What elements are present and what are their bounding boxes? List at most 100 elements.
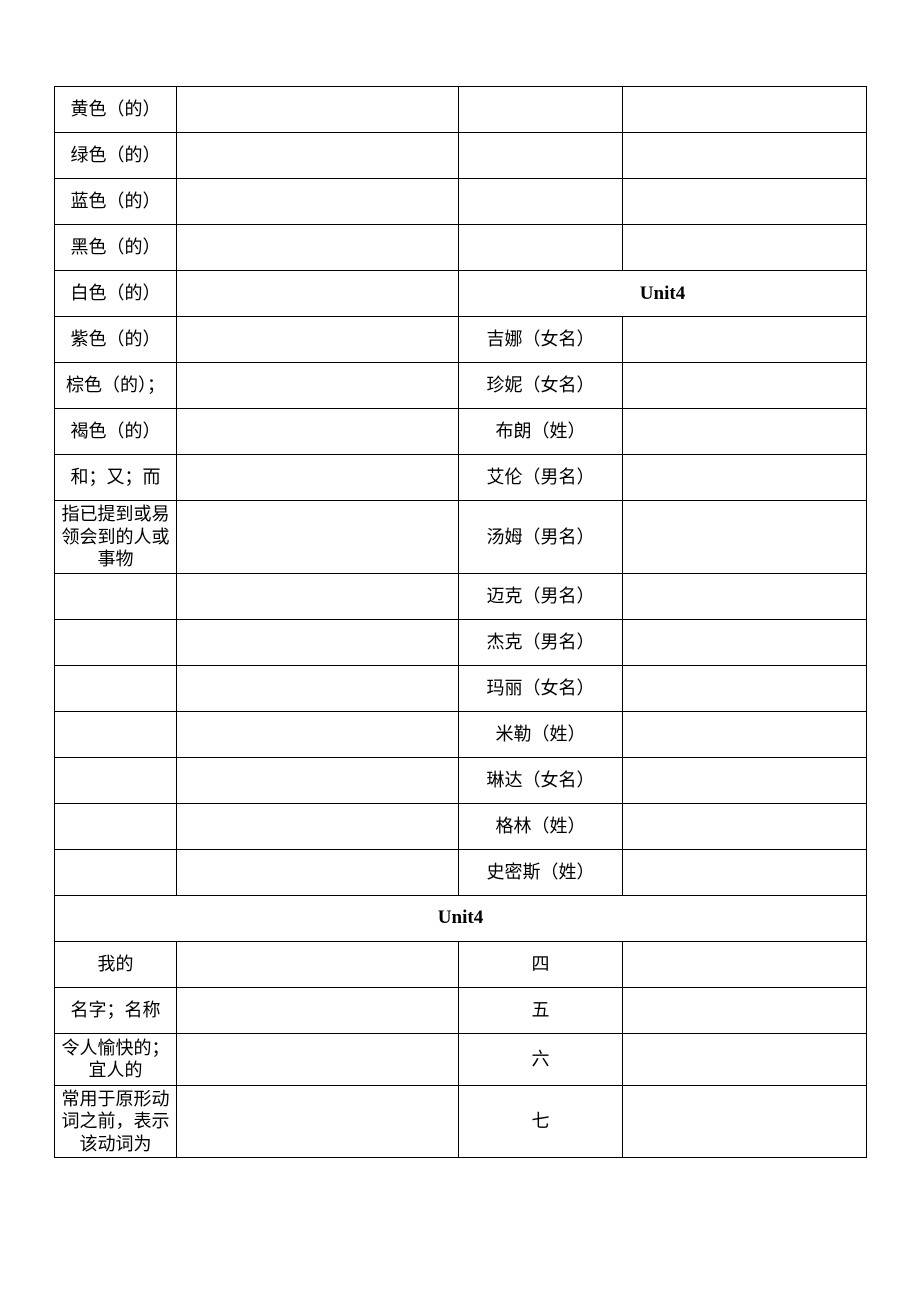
cell-right-blank [623, 455, 867, 501]
table-row: 黑色（的） [55, 225, 867, 271]
table-row: 褐色（的） 布朗（姓） [55, 409, 867, 455]
cell-left-term [55, 665, 177, 711]
cell-right-blank [623, 803, 867, 849]
cell-right-blank [623, 711, 867, 757]
cell-left-term: 名字；名称 [55, 987, 177, 1033]
table-row: 白色（的） Unit4 [55, 271, 867, 317]
cell-left-term: 白色（的） [55, 271, 177, 317]
cell-right-term: 米勒（姓） [459, 711, 623, 757]
cell-left-blank [177, 271, 459, 317]
table-row: 和；又；而 艾伦（男名） [55, 455, 867, 501]
table-row: 杰克（男名） [55, 619, 867, 665]
cell-right-term: 史密斯（姓） [459, 849, 623, 895]
cell-left-term: 褐色（的） [55, 409, 177, 455]
cell-right-term: 格林（姓） [459, 803, 623, 849]
cell-right-term: 汤姆（男名） [459, 501, 623, 574]
table-row: 迈克（男名） [55, 573, 867, 619]
cell-left-blank [177, 225, 459, 271]
unit4-header-full: Unit4 [55, 895, 867, 941]
table-row: 棕色（的）； 珍妮（女名） [55, 363, 867, 409]
unit4-header-right: Unit4 [459, 271, 867, 317]
cell-left-blank [177, 317, 459, 363]
cell-left-blank [177, 987, 459, 1033]
cell-right-term: 艾伦（男名） [459, 455, 623, 501]
cell-right-blank [623, 619, 867, 665]
cell-left-term [55, 711, 177, 757]
cell-right-term [459, 87, 623, 133]
cell-right-blank [623, 987, 867, 1033]
table-row: 绿色（的） [55, 133, 867, 179]
cell-right-term: 四 [459, 941, 623, 987]
cell-left-term [55, 803, 177, 849]
table-row: 紫色（的） 吉娜（女名） [55, 317, 867, 363]
cell-right-blank [623, 225, 867, 271]
cell-right-term: 杰克（男名） [459, 619, 623, 665]
cell-left-term: 常用于原形动词之前，表示该动词为 [55, 1085, 177, 1158]
cell-left-term: 棕色（的）； [55, 363, 177, 409]
table-row: 玛丽（女名） [55, 665, 867, 711]
cell-right-term: 琳达（女名） [459, 757, 623, 803]
cell-right-term: 玛丽（女名） [459, 665, 623, 711]
table-row: 黄色（的） [55, 87, 867, 133]
cell-left-term: 和；又；而 [55, 455, 177, 501]
cell-left-blank [177, 455, 459, 501]
vocab-table: 黄色（的） 绿色（的） 蓝色（的） 黑色（的） [54, 86, 867, 1158]
table-row: 史密斯（姓） [55, 849, 867, 895]
cell-left-blank [177, 619, 459, 665]
cell-right-blank [623, 179, 867, 225]
cell-left-blank [177, 757, 459, 803]
cell-left-blank [177, 1033, 459, 1085]
cell-right-blank [623, 87, 867, 133]
cell-left-blank [177, 1085, 459, 1158]
cell-left-blank [177, 363, 459, 409]
cell-left-term: 指已提到或易领会到的人或事物 [55, 501, 177, 574]
cell-right-blank [623, 501, 867, 574]
cell-right-term [459, 225, 623, 271]
cell-right-blank [623, 133, 867, 179]
cell-right-term [459, 179, 623, 225]
cell-left-term: 令人愉快的；宜人的 [55, 1033, 177, 1085]
cell-left-term [55, 757, 177, 803]
cell-left-term [55, 619, 177, 665]
cell-left-blank [177, 573, 459, 619]
cell-right-blank [623, 317, 867, 363]
cell-right-term: 六 [459, 1033, 623, 1085]
cell-right-term: 布朗（姓） [459, 409, 623, 455]
cell-right-blank [623, 757, 867, 803]
cell-left-blank [177, 133, 459, 179]
cell-left-blank [177, 501, 459, 574]
table-row: 米勒（姓） [55, 711, 867, 757]
cell-right-term: 五 [459, 987, 623, 1033]
cell-right-term: 珍妮（女名） [459, 363, 623, 409]
cell-left-blank [177, 941, 459, 987]
cell-left-blank [177, 849, 459, 895]
cell-right-term [459, 133, 623, 179]
cell-right-term: 吉娜（女名） [459, 317, 623, 363]
cell-right-blank [623, 665, 867, 711]
cell-left-term: 我的 [55, 941, 177, 987]
cell-left-blank [177, 409, 459, 455]
cell-right-blank [623, 941, 867, 987]
table-row: 常用于原形动词之前，表示该动词为 七 [55, 1085, 867, 1158]
cell-right-blank [623, 849, 867, 895]
table-row: 琳达（女名） [55, 757, 867, 803]
cell-left-blank [177, 803, 459, 849]
cell-right-blank [623, 363, 867, 409]
table-row: 令人愉快的；宜人的 六 [55, 1033, 867, 1085]
table-row: 指已提到或易领会到的人或事物 汤姆（男名） [55, 501, 867, 574]
table-row: 名字；名称 五 [55, 987, 867, 1033]
cell-right-blank [623, 1085, 867, 1158]
cell-right-blank [623, 1033, 867, 1085]
cell-right-term: 迈克（男名） [459, 573, 623, 619]
document-page: 黄色（的） 绿色（的） 蓝色（的） 黑色（的） [0, 0, 920, 1302]
cell-left-term: 绿色（的） [55, 133, 177, 179]
cell-left-term: 蓝色（的） [55, 179, 177, 225]
cell-left-term [55, 573, 177, 619]
cell-left-term: 黑色（的） [55, 225, 177, 271]
cell-right-blank [623, 573, 867, 619]
cell-right-blank [623, 409, 867, 455]
table-row: 格林（姓） [55, 803, 867, 849]
cell-left-term: 紫色（的） [55, 317, 177, 363]
cell-left-blank [177, 711, 459, 757]
cell-left-blank [177, 87, 459, 133]
